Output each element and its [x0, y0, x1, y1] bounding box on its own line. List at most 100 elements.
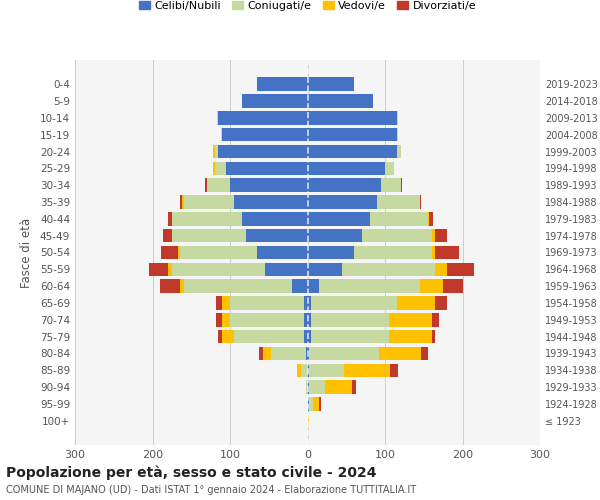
Bar — [420, 280, 443, 293]
Bar — [428, 212, 429, 226]
Bar — [222, 296, 230, 310]
Bar — [308, 128, 397, 141]
Bar — [397, 111, 398, 124]
Bar — [306, 380, 308, 394]
Bar — [182, 196, 184, 209]
Bar — [172, 212, 242, 226]
Bar — [216, 313, 222, 326]
Bar — [234, 330, 304, 344]
Bar — [436, 246, 458, 259]
Bar — [308, 313, 311, 326]
Bar — [257, 78, 308, 91]
Text: Popolazione per età, sesso e stato civile - 2024: Popolazione per età, sesso e stato civil… — [6, 465, 377, 479]
Bar — [215, 162, 226, 175]
Bar — [308, 280, 319, 293]
Bar — [431, 330, 436, 344]
Bar — [172, 262, 265, 276]
Bar — [308, 296, 311, 310]
Bar — [218, 111, 308, 124]
Bar — [436, 296, 447, 310]
Bar — [401, 178, 402, 192]
Bar — [308, 229, 362, 242]
Bar — [381, 178, 401, 192]
Bar — [172, 229, 245, 242]
Bar — [362, 229, 431, 242]
Bar — [184, 196, 234, 209]
Bar — [242, 212, 308, 226]
Bar — [389, 330, 431, 344]
Bar — [168, 212, 172, 226]
Bar — [431, 229, 436, 242]
Bar — [319, 280, 420, 293]
Bar — [222, 313, 230, 326]
Bar — [218, 330, 222, 344]
Bar — [397, 145, 401, 158]
Bar — [420, 196, 421, 209]
Bar — [222, 330, 234, 344]
Bar — [304, 296, 308, 310]
Bar — [234, 196, 308, 209]
Bar — [397, 128, 398, 141]
Bar — [181, 196, 182, 209]
Bar — [377, 196, 420, 209]
Y-axis label: Fasce di età: Fasce di età — [20, 218, 33, 288]
Bar — [298, 364, 301, 377]
Bar — [354, 246, 431, 259]
Bar — [242, 94, 308, 108]
Bar — [215, 145, 218, 158]
Bar — [311, 296, 397, 310]
Bar — [319, 397, 320, 410]
Bar — [160, 280, 179, 293]
Bar — [308, 262, 343, 276]
Bar — [308, 346, 309, 360]
Bar — [308, 78, 354, 91]
Legend: Celibi/Nubili, Coniugati/e, Vedovi/e, Divorziati/e: Celibi/Nubili, Coniugati/e, Vedovi/e, Di… — [134, 0, 481, 15]
Bar — [309, 346, 379, 360]
Bar — [308, 414, 309, 428]
Bar — [309, 380, 325, 394]
Bar — [309, 397, 313, 410]
Bar — [230, 178, 308, 192]
Bar — [184, 280, 292, 293]
Bar — [447, 262, 474, 276]
Bar — [391, 364, 398, 377]
Bar — [429, 212, 433, 226]
Bar — [308, 397, 309, 410]
Bar — [389, 313, 431, 326]
Bar — [257, 246, 308, 259]
Bar — [308, 178, 381, 192]
Bar — [161, 246, 178, 259]
Bar — [385, 162, 394, 175]
Text: COMUNE DI MAJANO (UD) - Dati ISTAT 1° gennaio 2024 - Elaborazione TUTTITALIA.IT: COMUNE DI MAJANO (UD) - Dati ISTAT 1° ge… — [6, 485, 416, 495]
Bar — [263, 346, 271, 360]
Bar — [344, 364, 391, 377]
Bar — [168, 262, 172, 276]
Bar — [308, 212, 370, 226]
Bar — [311, 313, 389, 326]
Bar — [343, 262, 436, 276]
Bar — [179, 280, 184, 293]
Bar — [308, 364, 309, 377]
Bar — [304, 330, 308, 344]
Bar — [221, 128, 222, 141]
Bar — [216, 296, 222, 310]
Bar — [309, 364, 344, 377]
Bar — [265, 262, 308, 276]
Bar — [207, 178, 230, 192]
Bar — [213, 145, 215, 158]
Bar — [313, 397, 319, 410]
Bar — [149, 262, 168, 276]
Bar — [308, 196, 377, 209]
Bar — [431, 313, 439, 326]
Bar — [443, 280, 463, 293]
Bar — [308, 380, 309, 394]
Bar — [325, 380, 352, 394]
Bar — [218, 145, 308, 158]
Bar — [308, 162, 385, 175]
Bar — [379, 346, 421, 360]
Bar — [205, 178, 207, 192]
Bar — [308, 111, 397, 124]
Bar — [222, 128, 308, 141]
Bar — [301, 364, 308, 377]
Bar — [179, 246, 257, 259]
